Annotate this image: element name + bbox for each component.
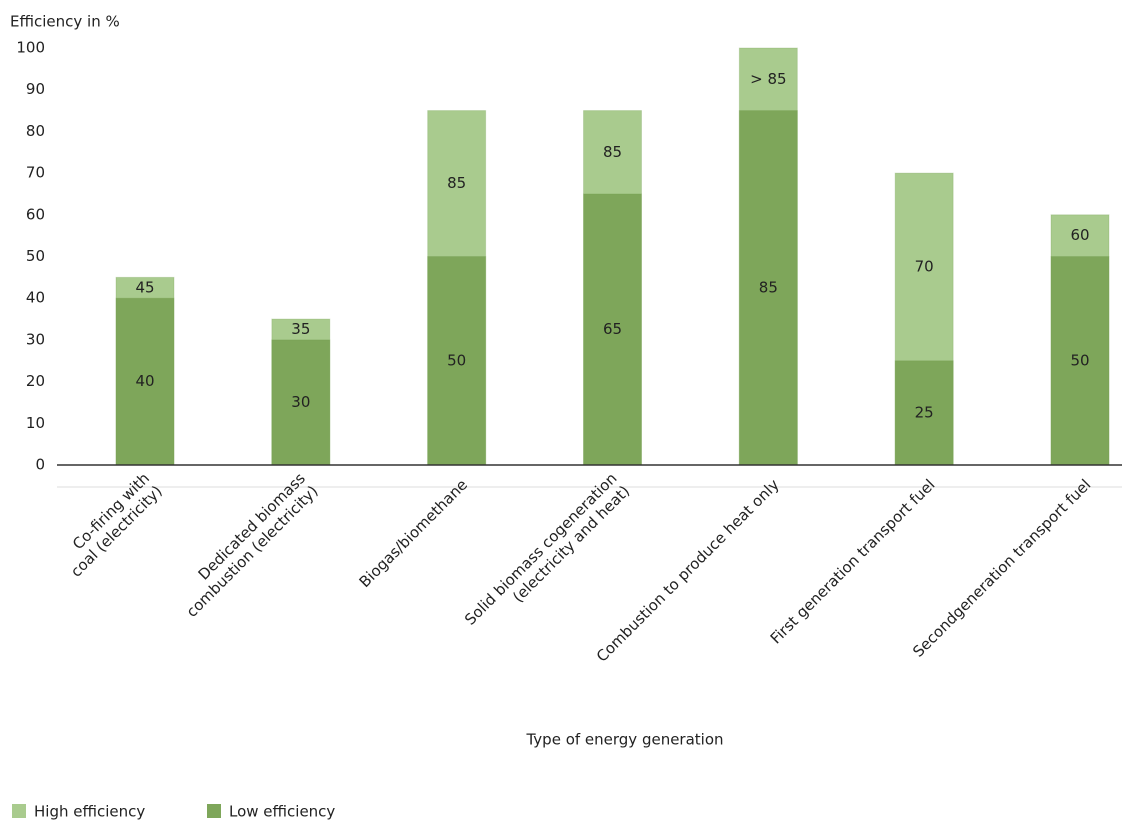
y-tick-label: 100 [16, 39, 45, 57]
x-tick-label-line: Dedicated biomass [194, 469, 308, 583]
data-label: 30 [291, 393, 310, 411]
bar [1050, 256, 1110, 466]
y-tick-label: 90 [26, 80, 45, 98]
legend-swatch [207, 804, 221, 818]
data-label: 60 [1070, 226, 1089, 244]
x-axis-title: Type of energy generation [525, 731, 723, 749]
data-label: 85 [759, 278, 778, 296]
legend-label: Low efficiency [229, 803, 335, 821]
legend-swatch [12, 804, 26, 818]
y-tick-label: 80 [26, 122, 45, 140]
data-label: 35 [291, 320, 310, 338]
bar [271, 339, 331, 466]
y-tick-label: 20 [26, 372, 45, 390]
y-axis-title: Efficiency in % [10, 13, 120, 31]
data-label: 70 [915, 257, 934, 275]
data-label: > 85 [750, 70, 786, 88]
bar [427, 256, 487, 466]
x-tick-label-line: Solid biomass cogeneration [461, 469, 620, 628]
bar [738, 110, 798, 466]
data-label: 85 [447, 174, 466, 192]
bar [583, 193, 642, 466]
y-tick-label: 70 [26, 164, 45, 182]
legend-label: High efficiency [34, 803, 145, 821]
x-tick-label-line: combustion (electricity) [182, 482, 321, 621]
x-tick-label: First generation transport fuel [766, 475, 938, 647]
data-label: 50 [1070, 351, 1089, 369]
data-label: 45 [135, 278, 154, 296]
y-tick-label: 10 [26, 414, 45, 432]
x-tick-label: Biogas/biomethane [355, 475, 470, 590]
x-tick-label-line: Secondgeneration transport fuel [909, 475, 1094, 660]
x-tick-label: Solid biomass cogeneration(electricity a… [461, 469, 633, 641]
x-tick-label: Secondgeneration transport fuel [909, 475, 1094, 660]
data-label: 65 [603, 320, 622, 338]
data-label: 85 [603, 143, 622, 161]
x-tick-label: Co-firing withcoal (electricity) [54, 469, 165, 580]
bar [115, 297, 175, 466]
x-tick-label: Dedicated biomasscombustion (electricity… [170, 469, 322, 621]
y-tick-label: 0 [35, 456, 45, 474]
x-tick-label-line: (electricity and heat) [509, 482, 633, 606]
y-tick-label: 30 [26, 330, 45, 348]
x-tick-label-line: First generation transport fuel [766, 475, 938, 647]
y-tick-label: 50 [26, 247, 45, 265]
y-tick-label: 60 [26, 205, 45, 223]
bar [894, 360, 954, 466]
x-tick-label-line: Biogas/biomethane [355, 475, 470, 590]
data-label: 40 [135, 372, 154, 390]
y-tick-label: 40 [26, 289, 45, 307]
data-label: 25 [915, 403, 934, 421]
data-label: 50 [447, 351, 466, 369]
